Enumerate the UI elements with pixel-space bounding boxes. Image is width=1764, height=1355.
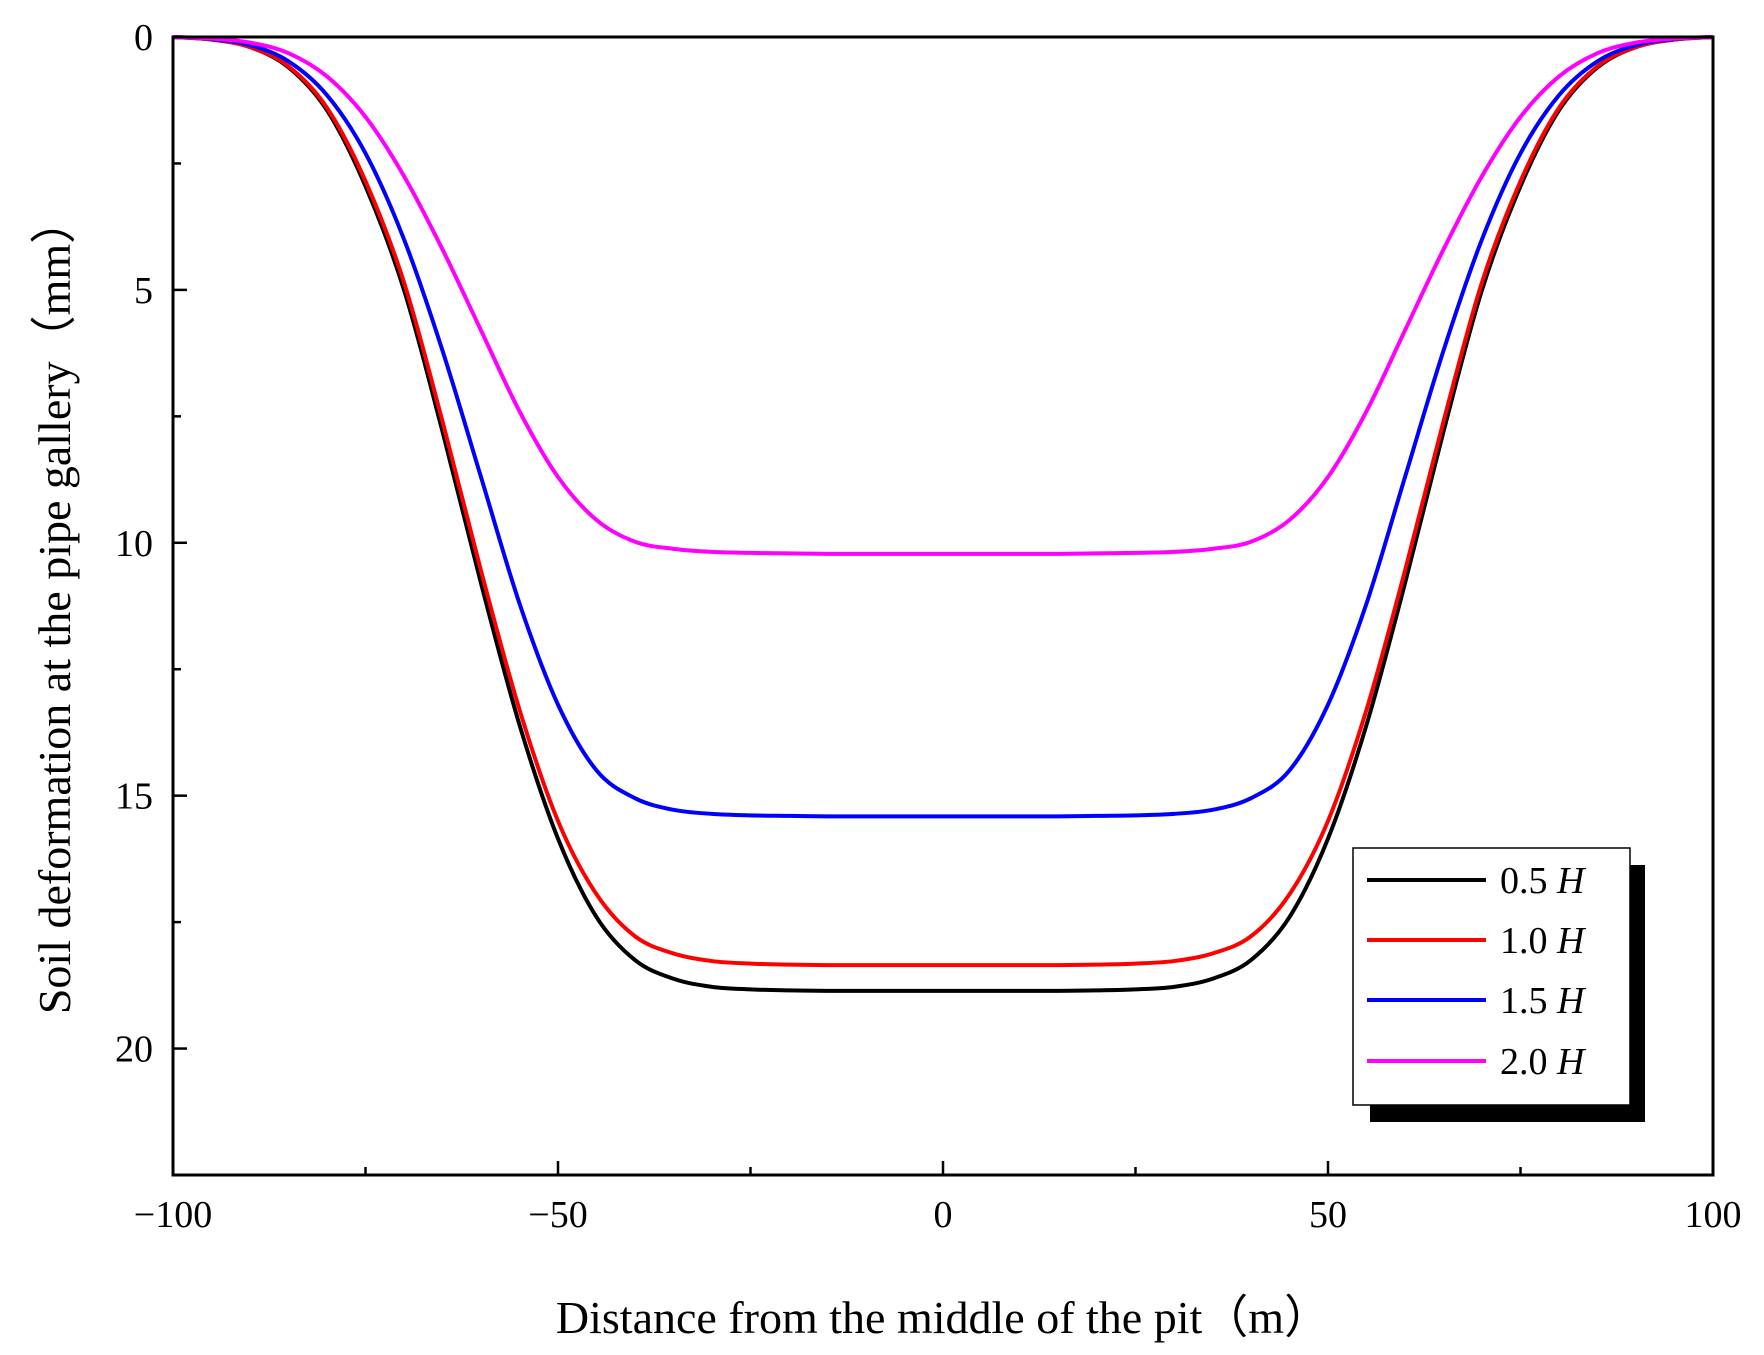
series-line-0-5-H (172, 35, 1714, 993)
series-lines (172, 35, 1714, 993)
x-axis-title: Distance from the middle of the pit（m） (556, 1292, 1330, 1343)
y-tick-label: 15 (115, 776, 153, 818)
y-tick-label: 0 (134, 17, 153, 59)
y-axis-title: Soil deformation at the pipe gallery（mm） (29, 198, 80, 1014)
series-line-2-0-H (172, 35, 1714, 556)
y-tick-label: 5 (134, 270, 153, 312)
legend-label: 1.0 H (1500, 920, 1587, 962)
legend: 0.5 H 1.0 H 1.5 H 2.0 H (1352, 847, 1645, 1122)
y-tick-label: 20 (115, 1029, 153, 1071)
y-tick-label: 10 (115, 523, 153, 565)
series-line-1-0-H (172, 35, 1714, 968)
x-tick-label: −100 (134, 1194, 212, 1236)
legend-items: 0.5 H 1.0 H 1.5 H 2.0 H (1367, 860, 1587, 1083)
plot-frame (171, 35, 1715, 1177)
x-tick-label: −50 (528, 1194, 587, 1236)
legend-label: 2.0 H (1500, 1041, 1587, 1083)
tick-labels: −100 −50 0 50 100 0 5 10 15 20 (115, 17, 1742, 1236)
x-tick-label: 0 (934, 1194, 953, 1236)
legend-box (1352, 847, 1631, 1106)
series-line-1-5-H (172, 35, 1714, 819)
legend-label: 0.5 H (1500, 860, 1587, 902)
legend-label: 1.5 H (1500, 980, 1587, 1022)
x-tick-label: 100 (1685, 1194, 1742, 1236)
x-tick-label: 50 (1309, 1194, 1347, 1236)
